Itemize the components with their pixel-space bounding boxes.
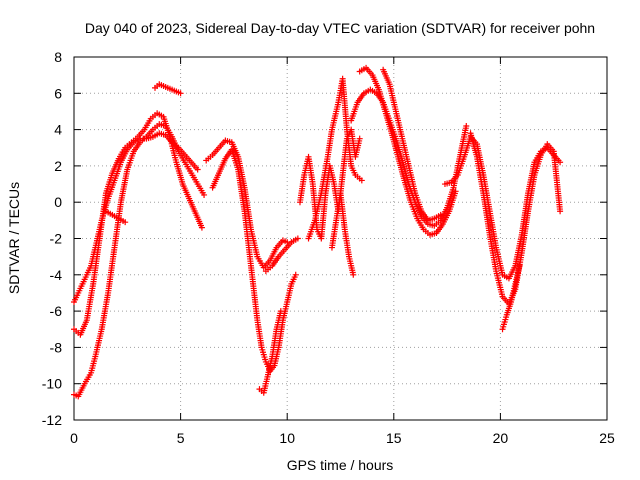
data-point [516,262,523,269]
series-track-14 [356,64,459,238]
y-tick-label: 2 [54,158,62,174]
data-point [194,166,201,173]
data-point [294,235,301,242]
data-point [452,188,459,195]
grid-lines [74,57,607,420]
x-axis-ticks: 0 5 10 15 20 25 [70,57,615,446]
x-tick-label: 10 [279,430,295,446]
x-axis-label: GPS time / hours [287,457,394,473]
y-tick-label: -12 [42,412,62,428]
series-track-17 [467,130,564,307]
x-tick-label: 15 [386,430,402,446]
x-tick-label: 20 [493,430,509,446]
data-point [292,271,299,278]
data-points [71,64,564,400]
data-point [557,208,564,215]
y-tick-label: 6 [54,85,62,101]
y-axis-ticks: -12 -10 -8 -6 -4 -2 0 2 4 6 8 [42,49,607,428]
data-point [177,90,184,97]
x-tick-label: 25 [599,430,615,446]
data-point [201,191,208,198]
series-track-5 [152,81,184,97]
y-tick-label: 4 [54,122,62,138]
data-point [350,271,357,278]
series-track-8 [256,308,284,396]
x-tick-label: 5 [177,430,185,446]
y-tick-label: 0 [54,194,62,210]
y-tick-label: 8 [54,49,62,65]
series-track-7 [209,146,299,374]
y-axis-label: SDTVAR / TECUs [6,182,22,294]
data-point [463,122,470,129]
data-point [557,159,564,166]
data-point [277,308,284,315]
series-track-15 [380,66,444,224]
series-track-9 [262,235,301,275]
x-tick-label: 0 [70,430,78,446]
series-track-4 [102,208,129,226]
y-tick-label: -4 [50,267,63,283]
data-point [358,177,365,184]
series-track-12 [328,190,357,278]
series-track-18 [499,262,523,333]
series-track-3 [71,130,201,306]
chart-title: Day 040 of 2023, Sidereal Day-to-day VTE… [85,20,595,36]
y-tick-label: -2 [50,231,63,247]
y-tick-label: -8 [50,339,63,355]
data-point [437,211,444,218]
series-track-11 [305,75,365,242]
data-point [198,224,205,231]
data-point [356,135,363,142]
y-tick-label: -6 [50,303,63,319]
data-point [122,219,129,226]
y-tick-label: -10 [42,376,62,392]
